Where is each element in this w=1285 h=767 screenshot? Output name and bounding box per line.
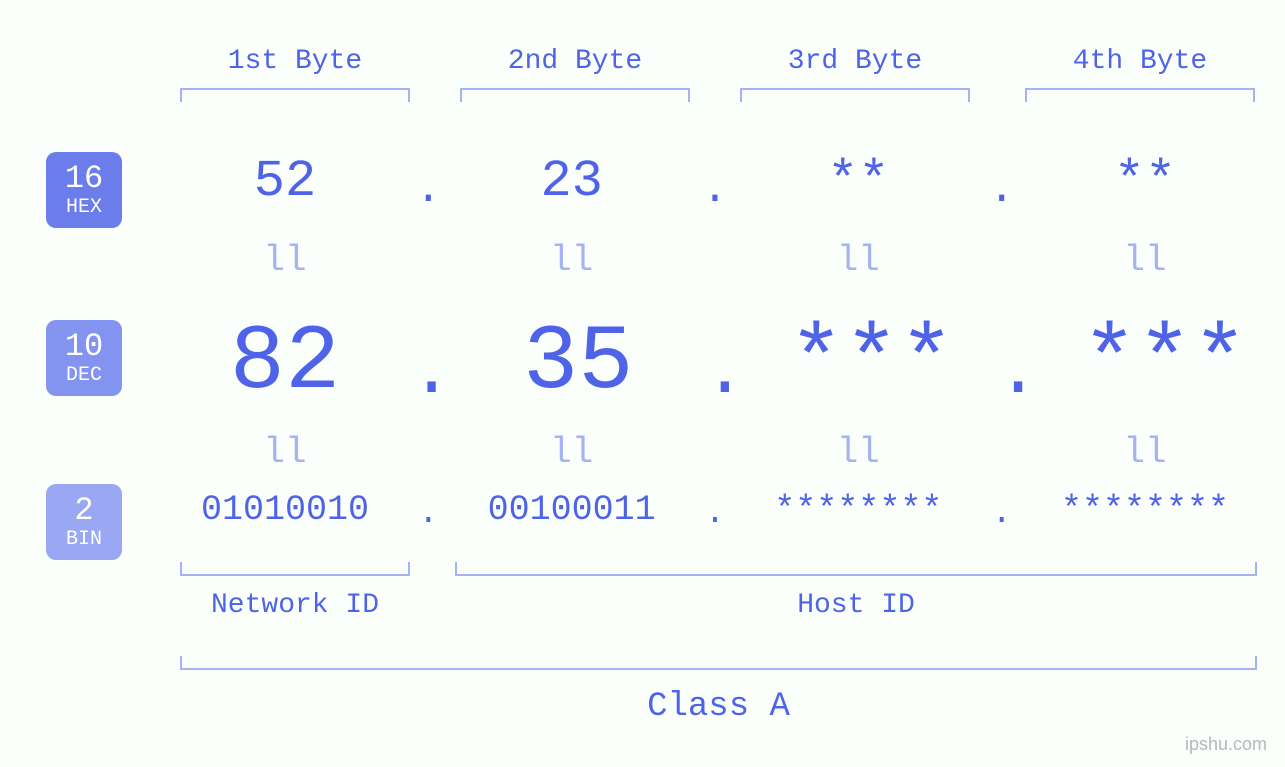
row-dec: 82 . 35 . *** . *** (160, 310, 1270, 415)
byte-header-3: 3rd Byte (735, 46, 975, 77)
bracket-byte-2 (460, 88, 690, 102)
bracket-class (180, 656, 1257, 670)
label-network-id: Network ID (180, 590, 410, 621)
badge-hex: 16 HEX (46, 152, 122, 228)
dec-byte-4: *** (1040, 310, 1285, 415)
equals-icon: ll (160, 240, 410, 281)
byte-header-4: 4th Byte (1020, 46, 1260, 77)
byte-header-1: 1st Byte (175, 46, 415, 77)
dot: . (996, 332, 1039, 414)
hex-byte-3: ** (733, 152, 983, 211)
equals-icon: ll (1020, 240, 1270, 281)
dec-byte-3: *** (746, 310, 996, 415)
label-class: Class A (180, 688, 1257, 726)
bin-byte-2: 00100011 (447, 490, 697, 530)
hex-byte-2: 23 (447, 152, 697, 211)
bracket-byte-3 (740, 88, 970, 102)
badge-hex-label: HEX (66, 197, 102, 219)
equals-icon: ll (447, 240, 697, 281)
bracket-network (180, 562, 410, 576)
byte-header-2: 2nd Byte (455, 46, 695, 77)
dot: . (987, 165, 1017, 215)
bracket-byte-1 (180, 88, 410, 102)
bracket-byte-4 (1025, 88, 1255, 102)
equals-row-1: ll ll ll ll (160, 240, 1270, 281)
equals-icon: ll (1020, 432, 1270, 473)
bin-byte-4: ******** (1020, 490, 1270, 530)
equals-icon: ll (160, 432, 410, 473)
badge-bin-num: 2 (74, 493, 93, 528)
dot: . (410, 332, 453, 414)
dec-byte-2: 35 (453, 310, 703, 415)
dot: . (703, 332, 746, 414)
badge-hex-num: 16 (65, 161, 103, 196)
dot: . (413, 165, 443, 215)
badge-bin: 2 BIN (46, 484, 122, 560)
badge-dec-num: 10 (65, 329, 103, 364)
badge-dec: 10 DEC (46, 320, 122, 396)
label-host-id: Host ID (455, 590, 1257, 621)
row-hex: 52 . 23 . ** . ** (160, 152, 1270, 211)
ip-diagram: 1st Byte 2nd Byte 3rd Byte 4th Byte 16 H… (0, 0, 1285, 767)
dot: . (413, 495, 443, 533)
equals-icon: ll (733, 240, 983, 281)
watermark: ipshu.com (1185, 734, 1267, 755)
equals-icon: ll (733, 432, 983, 473)
equals-row-2: ll ll ll ll (160, 432, 1270, 473)
dot: . (700, 165, 730, 215)
bracket-host (455, 562, 1257, 576)
hex-byte-4: ** (1020, 152, 1270, 211)
badge-bin-label: BIN (66, 529, 102, 551)
equals-icon: ll (447, 432, 697, 473)
dot: . (700, 495, 730, 533)
dec-byte-1: 82 (160, 310, 410, 415)
bin-byte-3: ******** (733, 490, 983, 530)
dot: . (987, 495, 1017, 533)
row-bin: 01010010 . 00100011 . ******** . *******… (160, 490, 1270, 530)
bin-byte-1: 01010010 (160, 490, 410, 530)
badge-dec-label: DEC (66, 365, 102, 387)
hex-byte-1: 52 (160, 152, 410, 211)
